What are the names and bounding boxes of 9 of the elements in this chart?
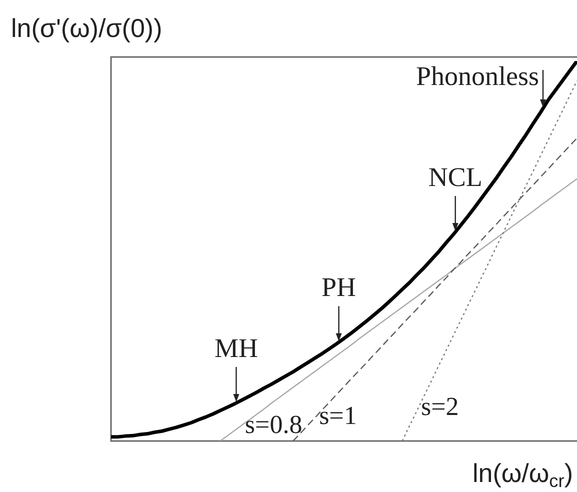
- annotation: MH: [214, 333, 258, 363]
- x-axis-title: ln(ω/ω$_{cr}$): [472, 458, 573, 492]
- series-label: s=2: [420, 392, 459, 421]
- annotation: NCL: [428, 162, 482, 192]
- y-axis-title: ln(σ'(ω)/σ(0)): [11, 13, 162, 43]
- series-label: s=0.8: [244, 410, 302, 439]
- annotation: Phononless: [416, 61, 539, 91]
- series-label: s=1: [319, 401, 357, 430]
- annotation: PH: [322, 272, 356, 302]
